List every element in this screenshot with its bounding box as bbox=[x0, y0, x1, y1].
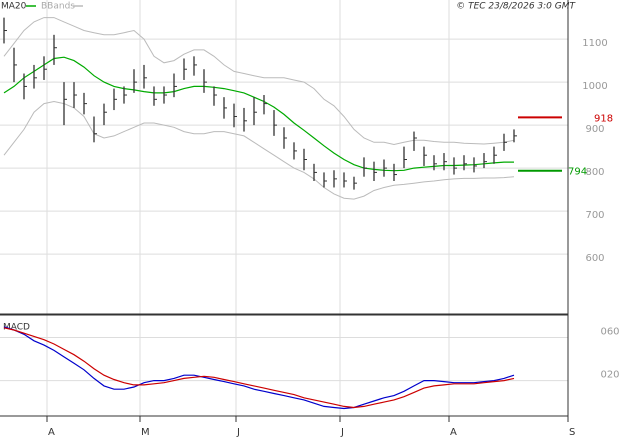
legend-label: BBands bbox=[41, 2, 75, 12]
y-tick-label: 600 bbox=[585, 253, 604, 264]
macd-line bbox=[3, 326, 515, 410]
y-tick-label: 700 bbox=[585, 210, 604, 221]
macd-title: MACD bbox=[3, 323, 30, 333]
bband-upper bbox=[3, 17, 515, 146]
y-tick-label: 020 bbox=[600, 370, 619, 381]
level-label: 794 bbox=[568, 167, 587, 178]
bband-lower bbox=[3, 100, 515, 200]
y-tick-label: 800 bbox=[585, 167, 604, 178]
macd-line bbox=[3, 327, 515, 409]
y-tick-label: 060 bbox=[600, 327, 619, 338]
level-label: 918 bbox=[594, 113, 613, 124]
x-tick-label: M bbox=[141, 427, 150, 438]
copyright: © TEC 23/8/2026 3:0 GMT bbox=[456, 2, 576, 12]
x-tick-label: S bbox=[569, 427, 575, 438]
x-tick-label: A bbox=[48, 427, 55, 438]
x-tick-label: A bbox=[450, 427, 457, 438]
legend-label: MA20 bbox=[1, 2, 27, 12]
x-tick-label: J bbox=[340, 427, 344, 438]
ma-line bbox=[3, 56, 514, 172]
y-tick-label: 900 bbox=[585, 124, 604, 135]
y-tick-label: 1000 bbox=[582, 81, 607, 92]
y-tick-label: 1100 bbox=[582, 38, 607, 49]
x-tick-label: J bbox=[236, 427, 240, 438]
